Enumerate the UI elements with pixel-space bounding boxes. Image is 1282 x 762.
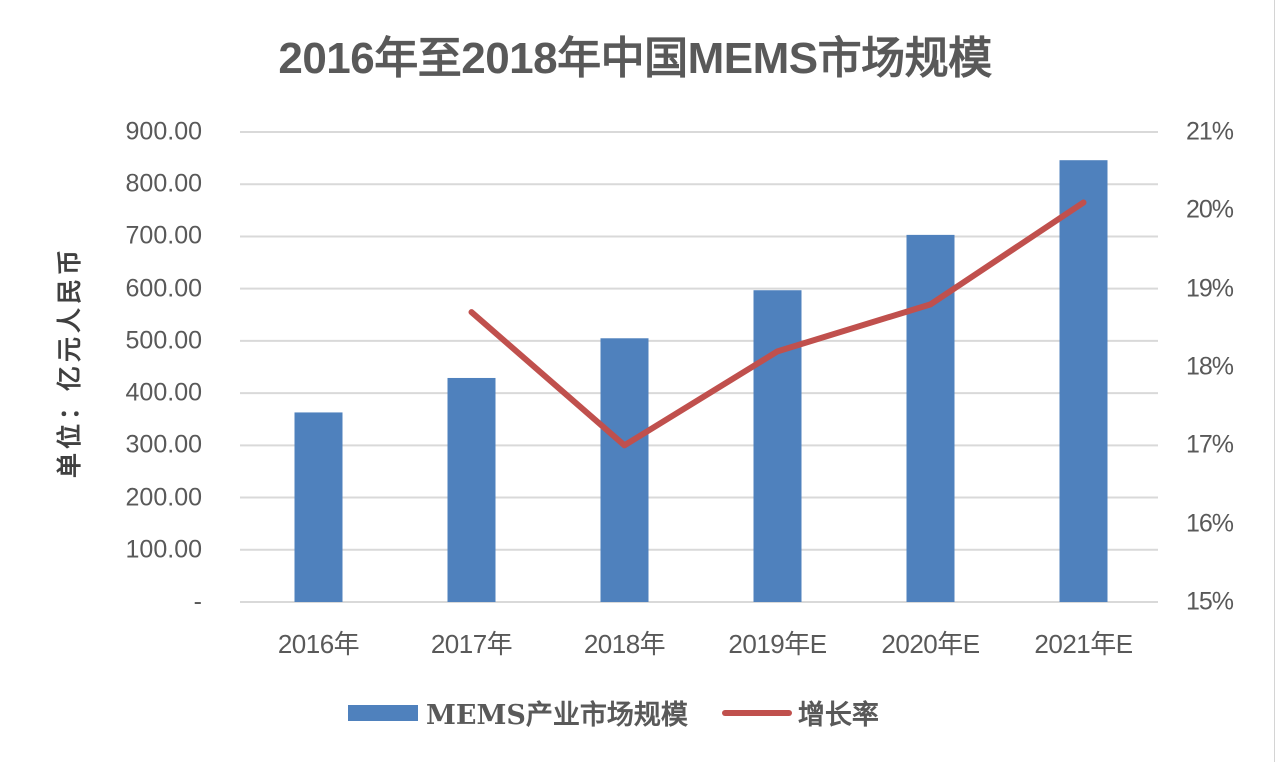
bar-series — [294, 160, 1108, 602]
right-axis-tick: 21% — [1186, 117, 1234, 146]
chart-title: 2016年至2018年中国MEMS市场规模 — [278, 34, 992, 83]
gridlines — [240, 131, 1158, 603]
left-axis-tick: 800.00 — [125, 169, 202, 198]
legend-bar-label: MEMS产业市场规模 — [426, 700, 688, 731]
right-axis-tick: 19% — [1186, 274, 1234, 303]
legend-line-swatch — [721, 709, 792, 716]
left-axis-tick: 700.00 — [125, 221, 202, 250]
left-axis-tick: 500.00 — [125, 326, 202, 355]
x-axis-tick: 2020年E — [881, 629, 980, 659]
left-axis-tick: 400.00 — [125, 378, 202, 407]
right-axis-tick: 20% — [1186, 195, 1234, 224]
bar — [447, 377, 496, 602]
legend-bar-swatch — [348, 704, 418, 721]
legend-line-label: 增长率 — [797, 700, 879, 731]
x-axis-tick: 2017年 — [430, 629, 513, 659]
left-axis-tick: 100.00 — [125, 535, 202, 564]
legend: MEMS产业市场规模 增长率 — [348, 693, 879, 732]
left-axis-tick: 900.00 — [125, 117, 202, 146]
x-axis-tick: 2016年 — [277, 629, 360, 659]
right-axis-tick: 16% — [1186, 509, 1234, 538]
bar — [753, 290, 802, 602]
left-axis-tick: - — [193, 587, 202, 616]
bar — [600, 338, 649, 602]
bar — [1059, 160, 1108, 602]
growth-rate-line — [468, 199, 1087, 449]
right-axis-tick: 17% — [1186, 430, 1234, 459]
right-axis-tick: 15% — [1186, 587, 1234, 616]
left-axis-tick: 600.00 — [125, 274, 202, 303]
left-axis-tick: 300.00 — [125, 430, 202, 459]
x-axis-tick: 2018年 — [583, 629, 666, 659]
x-axis-tick: 2019年E — [728, 629, 827, 659]
right-axis-tick: 18% — [1186, 352, 1234, 381]
left-axis-tick: 200.00 — [125, 483, 202, 512]
x-axis-tick: 2021年E — [1034, 629, 1133, 659]
bar — [294, 412, 343, 602]
